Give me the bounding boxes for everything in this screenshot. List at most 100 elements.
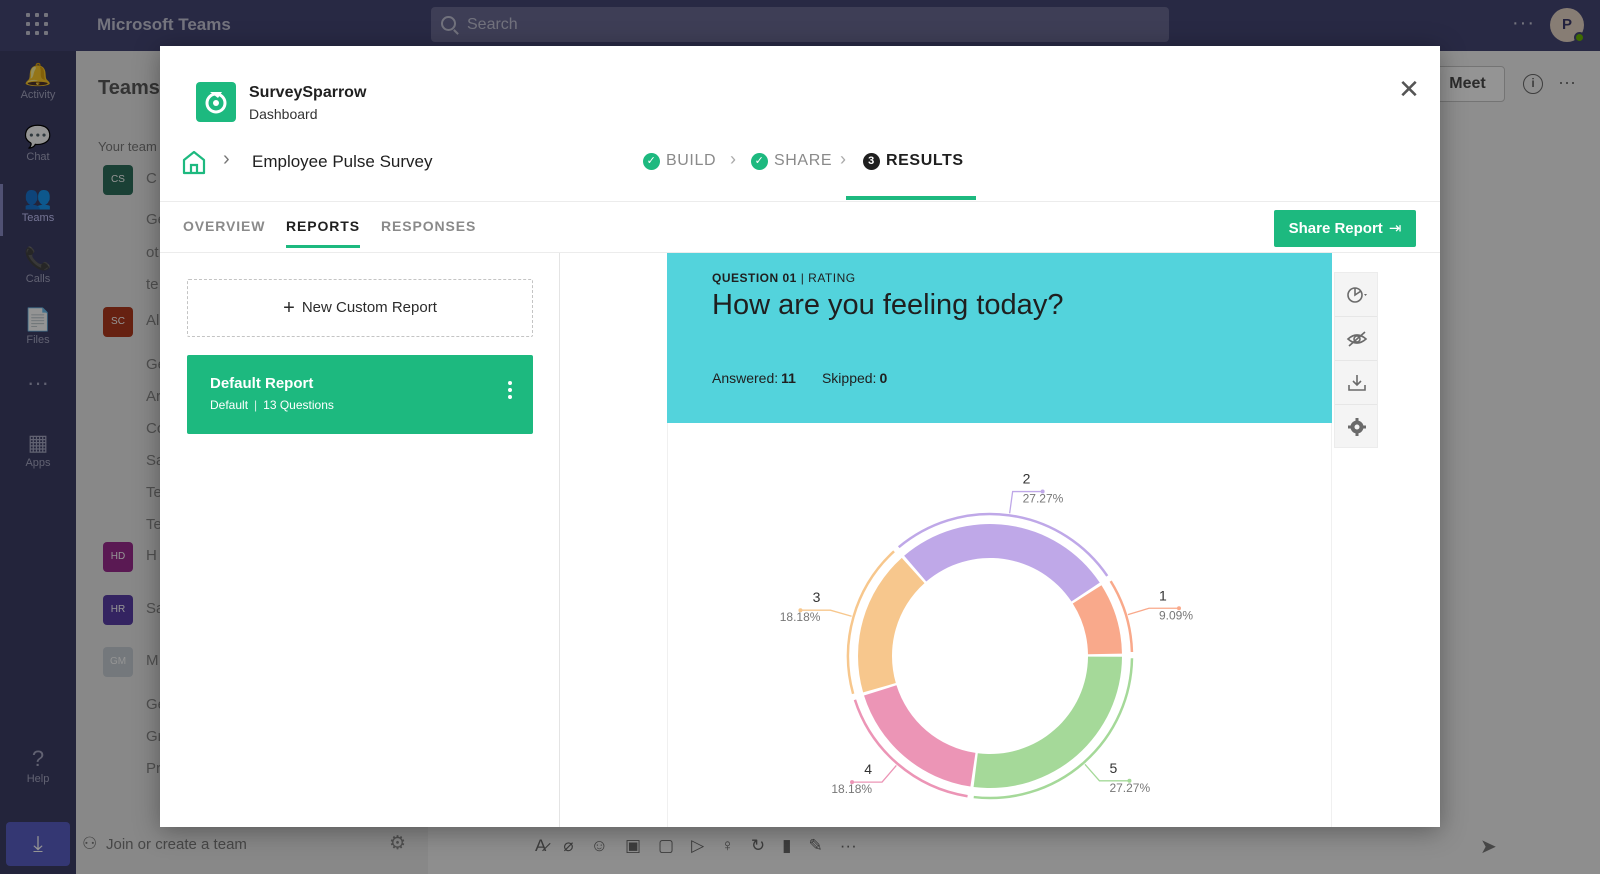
channel-item[interactable]: ot bbox=[146, 244, 159, 261]
rail-item-files[interactable]: 📄 Files bbox=[0, 306, 76, 346]
praise-icon[interactable]: ♀ bbox=[721, 836, 734, 855]
gif-icon[interactable]: ▣ bbox=[624, 836, 642, 855]
step-active-indicator bbox=[846, 196, 976, 200]
settings-icon[interactable] bbox=[1335, 405, 1377, 449]
chart-type-icon[interactable] bbox=[1335, 273, 1377, 317]
step-build[interactable]: ✓ BUILD bbox=[643, 152, 716, 170]
step-chevron-icon: › bbox=[840, 149, 846, 169]
app-launcher-icon[interactable] bbox=[26, 13, 48, 35]
channel-item[interactable]: Sa bbox=[146, 452, 165, 469]
donut-outer-ring-2 bbox=[897, 512, 1109, 577]
leader-line-4 bbox=[852, 764, 897, 783]
gear-icon[interactable]: ⚙ bbox=[389, 833, 407, 854]
teams-icon: 👥 bbox=[24, 185, 52, 210]
teams-top-bar: Microsoft Teams Search ··· P bbox=[0, 0, 1600, 51]
channel-item[interactable]: Ar bbox=[146, 388, 161, 405]
tab-reports[interactable]: REPORTS bbox=[286, 218, 360, 248]
info-icon[interactable]: i bbox=[1523, 74, 1543, 94]
send-icon[interactable]: ➤ bbox=[1480, 836, 1497, 858]
team-name[interactable]: H bbox=[146, 547, 157, 564]
team-avatar[interactable]: HD bbox=[103, 542, 133, 572]
step-results[interactable]: 3 RESULTS bbox=[863, 152, 964, 170]
emoji-icon[interactable]: ☺ bbox=[590, 836, 608, 855]
search-input[interactable]: Search bbox=[431, 7, 1169, 42]
close-icon[interactable]: ✕ bbox=[1398, 74, 1420, 104]
team-avatar[interactable]: CS bbox=[103, 165, 133, 195]
report-meta: Default | 13 Questions bbox=[210, 398, 334, 412]
attach-icon[interactable]: ⌀ bbox=[563, 836, 574, 855]
donut-slice-5[interactable] bbox=[973, 656, 1122, 788]
donut-slice-3[interactable] bbox=[858, 557, 925, 693]
team-avatar[interactable]: HR bbox=[103, 595, 133, 625]
channel-more-icon[interactable]: ··· bbox=[1558, 72, 1576, 92]
join-team-link[interactable]: Join or create a team bbox=[106, 836, 247, 853]
donut-slice-4[interactable] bbox=[864, 685, 976, 787]
loop-icon[interactable]: ↻ bbox=[750, 836, 766, 855]
report-card-default[interactable]: Default Report Default | 13 Questions bbox=[187, 355, 533, 434]
donut-outer-ring-1 bbox=[1109, 580, 1134, 653]
report-title: Default Report bbox=[210, 375, 314, 392]
team-name[interactable]: Sa bbox=[146, 600, 165, 617]
reports-sidebar: + New Custom Report Default Report Defaul… bbox=[160, 253, 560, 827]
new-custom-report-button[interactable]: + New Custom Report bbox=[187, 279, 533, 337]
chart-toolbar bbox=[1334, 272, 1378, 448]
team-name[interactable]: Al bbox=[146, 312, 160, 329]
share-report-button[interactable]: Share Report ⇥ bbox=[1274, 210, 1416, 247]
report-menu-icon[interactable] bbox=[505, 381, 515, 409]
donut-outer-ring-5 bbox=[973, 658, 1134, 800]
download-icon[interactable]: ⤓ bbox=[6, 822, 70, 866]
channel-item[interactable]: Te bbox=[146, 516, 162, 533]
share-report-label: Share Report bbox=[1288, 220, 1383, 237]
survey-name: Employee Pulse Survey bbox=[252, 152, 433, 171]
question-stats: Answered: 11 Skipped: 0 bbox=[712, 370, 913, 386]
hide-icon[interactable] bbox=[1335, 317, 1377, 361]
donut-slice-2[interactable] bbox=[904, 524, 1100, 602]
rail-item-apps[interactable]: ▦ Apps bbox=[0, 429, 76, 469]
channel-item[interactable]: Te bbox=[146, 484, 162, 501]
rail-item-label: Files bbox=[26, 334, 50, 346]
team-name[interactable]: C bbox=[146, 170, 157, 187]
rail-item-more[interactable]: ··· bbox=[0, 369, 76, 397]
question-type: RATING bbox=[808, 271, 856, 285]
team-avatar[interactable]: GM bbox=[103, 647, 133, 677]
join-team-icon[interactable]: ⚇ bbox=[82, 834, 98, 853]
rail-item-chat[interactable]: 💬 Chat bbox=[0, 123, 76, 163]
channel-item[interactable]: Cc bbox=[146, 420, 165, 437]
team-avatar[interactable]: SC bbox=[103, 307, 133, 337]
step-chevron-icon: › bbox=[730, 149, 736, 169]
leader-dot-2 bbox=[1040, 489, 1045, 494]
format-icon[interactable]: A̷ bbox=[535, 836, 547, 855]
brand-subtitle: Dashboard bbox=[249, 106, 318, 122]
leader-line-2 bbox=[1008, 490, 1043, 514]
download-icon[interactable] bbox=[1335, 361, 1377, 405]
plus-icon: + bbox=[283, 297, 295, 319]
channel-item[interactable]: Pr bbox=[146, 760, 161, 777]
chart-container: 2 27.27% 1 9.09% 5 27.27% 4 18.18% 3 18.18% bbox=[667, 423, 1332, 827]
meet-now-icon[interactable]: ▷ bbox=[691, 836, 705, 855]
channel-item[interactable]: te bbox=[146, 276, 159, 293]
avatar[interactable]: P bbox=[1550, 8, 1585, 43]
panel-heading: Teams bbox=[98, 77, 160, 99]
donut-slice-1[interactable] bbox=[1072, 585, 1122, 655]
step-share[interactable]: ✓ SHARE bbox=[751, 152, 832, 170]
team-name[interactable]: M bbox=[146, 652, 159, 669]
home-icon[interactable] bbox=[180, 148, 208, 176]
leader-dot-4 bbox=[850, 780, 855, 785]
forms-icon[interactable]: ✎ bbox=[808, 836, 823, 855]
bell-icon: 🔔 bbox=[24, 62, 52, 87]
answered-count: 11 bbox=[781, 370, 796, 386]
rail-item-activity[interactable]: 🔔 Activity bbox=[0, 61, 76, 101]
surveysparrow-modal: SurveySparrow Dashboard ✕ › Employee Pul… bbox=[160, 46, 1440, 827]
more-options-icon[interactable]: ··· bbox=[1512, 12, 1535, 34]
rail-item-calls[interactable]: 📞 Calls bbox=[0, 245, 76, 285]
channel-item[interactable]: Gr bbox=[146, 728, 163, 745]
leader-dot-1 bbox=[1176, 606, 1181, 611]
composer-more-icon[interactable]: ··· bbox=[839, 836, 857, 855]
tab-overview[interactable]: OVERVIEW bbox=[183, 218, 266, 234]
tab-responses[interactable]: RESPONSES bbox=[381, 218, 477, 234]
rail-item-help[interactable]: ? Help bbox=[0, 745, 76, 785]
app-icon[interactable]: ▮ bbox=[782, 836, 792, 855]
leader-dot-5 bbox=[1127, 778, 1132, 783]
rail-item-teams[interactable]: 👥 Teams bbox=[0, 184, 76, 236]
sticker-icon[interactable]: ▢ bbox=[658, 836, 675, 855]
